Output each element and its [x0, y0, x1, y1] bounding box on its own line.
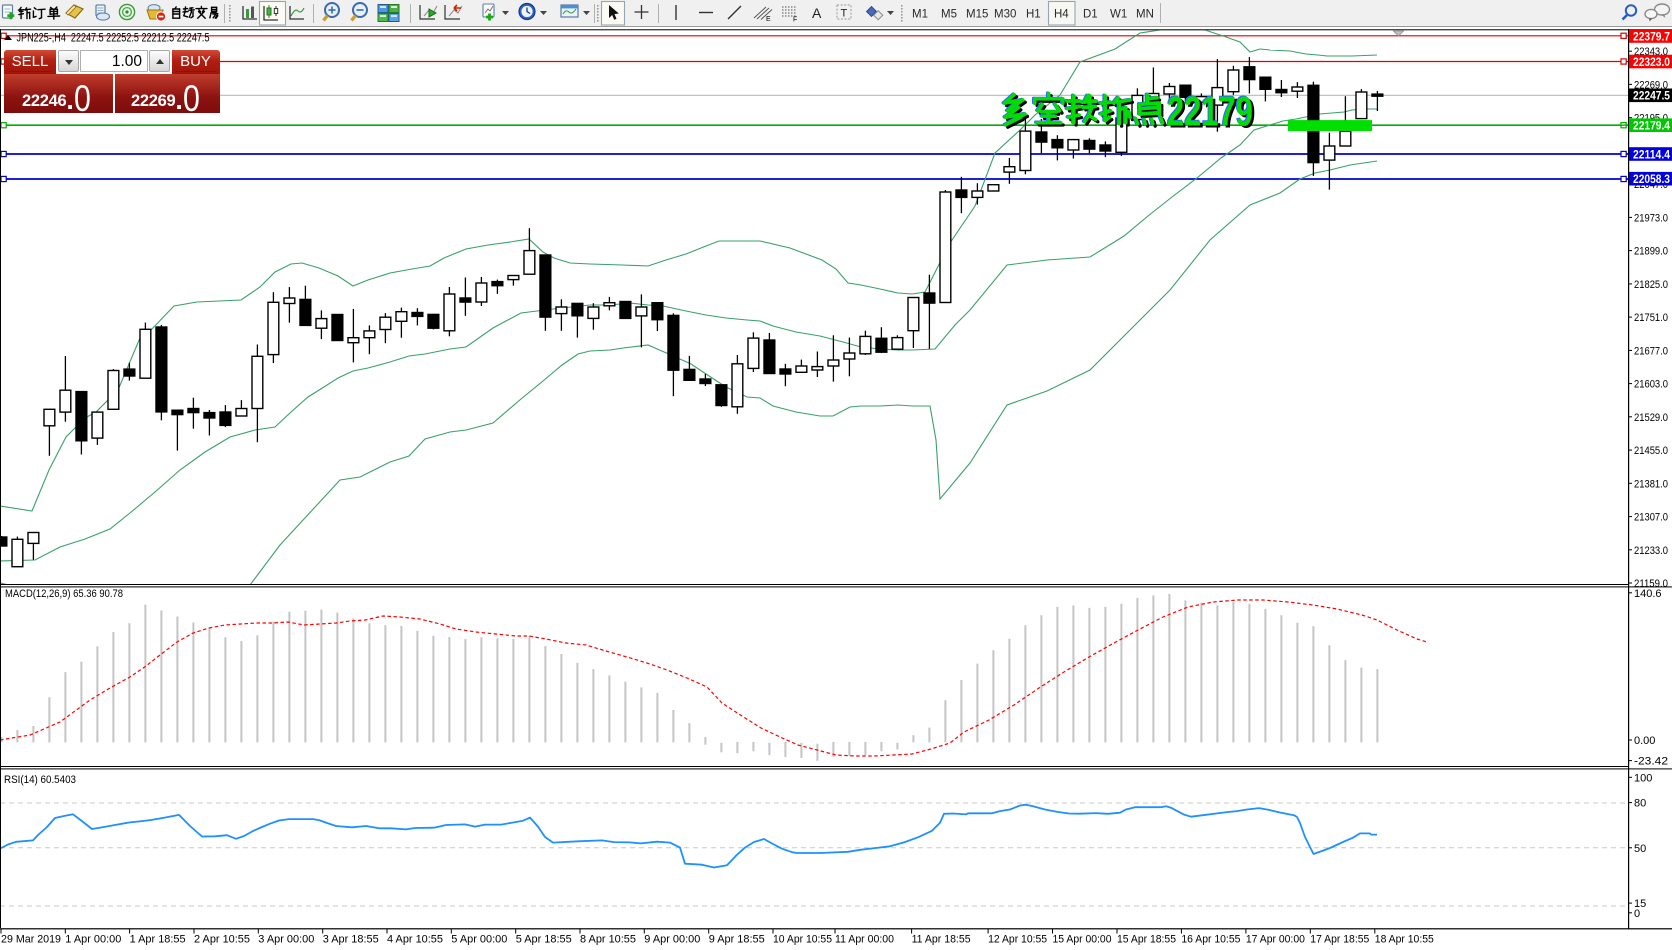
- svg-text:0: 0: [1634, 908, 1640, 920]
- svg-text:MACD(12,26,9) 65.36 90.78: MACD(12,26,9) 65.36 90.78: [5, 588, 123, 600]
- svg-text:22179.4: 22179.4: [1633, 121, 1671, 133]
- svg-text:MN: MN: [1136, 9, 1154, 21]
- svg-text:80: 80: [1634, 798, 1646, 810]
- svg-text:22058.3: 22058.3: [1633, 174, 1670, 186]
- svg-text:21603.0: 21603.0: [1634, 379, 1668, 391]
- svg-text:3 Apr 18:55: 3 Apr 18:55: [323, 934, 379, 946]
- svg-text:M1: M1: [912, 9, 928, 21]
- svg-text:22179: 22179: [1170, 91, 1256, 136]
- svg-text:E: E: [766, 16, 771, 23]
- svg-text:21529.0: 21529.0: [1634, 412, 1668, 424]
- svg-text:10 Apr 10:55: 10 Apr 10:55: [773, 934, 832, 946]
- svg-text:21825.0: 21825.0: [1634, 279, 1668, 291]
- svg-text:22379.7: 22379.7: [1633, 31, 1670, 43]
- svg-text:4 Apr 10:55: 4 Apr 10:55: [387, 934, 443, 946]
- svg-text:15 Apr 18:55: 15 Apr 18:55: [1117, 934, 1176, 946]
- svg-text:2 Apr 10:55: 2 Apr 10:55: [194, 934, 250, 946]
- svg-text:21307.0: 21307.0: [1634, 512, 1668, 524]
- svg-text:21677.0: 21677.0: [1634, 345, 1668, 357]
- svg-text:-23.42: -23.42: [1634, 756, 1668, 768]
- svg-text:0.00: 0.00: [1634, 735, 1655, 747]
- svg-text:21159.0: 21159.0: [1634, 578, 1668, 590]
- svg-text:1 Apr 18:55: 1 Apr 18:55: [130, 934, 186, 946]
- svg-text:W1: W1: [1110, 9, 1127, 21]
- svg-text:21455.0: 21455.0: [1634, 445, 1668, 457]
- svg-text:D1: D1: [1083, 9, 1098, 21]
- svg-text:A: A: [812, 5, 822, 21]
- svg-text:15: 15: [1634, 898, 1646, 910]
- svg-text:100: 100: [1634, 772, 1652, 784]
- svg-text:15 Apr 00:00: 15 Apr 00:00: [1053, 934, 1112, 946]
- svg-text:50: 50: [1634, 843, 1646, 855]
- svg-text:5 Apr 18:55: 5 Apr 18:55: [516, 934, 572, 946]
- svg-text:21751.0: 21751.0: [1634, 312, 1668, 324]
- svg-text:22114.4: 22114.4: [1633, 149, 1671, 161]
- svg-text:140.6: 140.6: [1634, 588, 1662, 600]
- svg-text:H4: H4: [1054, 9, 1069, 21]
- svg-text:9 Apr 00:00: 9 Apr 00:00: [644, 934, 700, 946]
- svg-text:17 Apr 00:00: 17 Apr 00:00: [1246, 934, 1305, 946]
- svg-text:3 Apr 00:00: 3 Apr 00:00: [258, 934, 314, 946]
- svg-text:M15: M15: [966, 9, 988, 21]
- svg-text:11 Apr 00:00: 11 Apr 00:00: [835, 934, 894, 946]
- svg-text:F: F: [793, 17, 797, 24]
- svg-text:18 Apr 10:55: 18 Apr 10:55: [1375, 934, 1434, 946]
- svg-text:5 Apr 00:00: 5 Apr 00:00: [451, 934, 507, 946]
- svg-text:21381.0: 21381.0: [1634, 478, 1668, 490]
- svg-text:21233.0: 21233.0: [1634, 545, 1668, 557]
- svg-text:22269.0: 22269.0: [1634, 79, 1668, 91]
- svg-text:17 Apr 18:55: 17 Apr 18:55: [1310, 934, 1369, 946]
- svg-text:16 Apr 10:55: 16 Apr 10:55: [1181, 934, 1240, 946]
- svg-text:22179: 22179: [1166, 91, 1252, 134]
- svg-text:11 Apr 18:55: 11 Apr 18:55: [912, 934, 971, 946]
- svg-text:22323.0: 22323.0: [1633, 57, 1670, 69]
- svg-text:22179: 22179: [1167, 91, 1253, 135]
- svg-text:T: T: [841, 8, 848, 20]
- svg-text:29 Mar 2019: 29 Mar 2019: [1, 934, 61, 946]
- svg-text:M30: M30: [994, 9, 1016, 21]
- svg-text:RSI(14) 60.5403: RSI(14) 60.5403: [4, 774, 76, 786]
- svg-text:JPN225-,H4 22247.5 22252.5 22: JPN225-,H4 22247.5 22252.5 22212.5 22247…: [17, 33, 210, 45]
- svg-text:8 Apr 10:55: 8 Apr 10:55: [580, 934, 636, 946]
- svg-text:22247.5: 22247.5: [1633, 91, 1671, 103]
- svg-text:M5: M5: [941, 9, 957, 21]
- svg-text:1 Apr 00:00: 1 Apr 00:00: [65, 934, 121, 946]
- svg-text:21973.0: 21973.0: [1634, 212, 1668, 224]
- svg-text:9 Apr 18:55: 9 Apr 18:55: [709, 934, 765, 946]
- svg-text:12 Apr 10:55: 12 Apr 10:55: [988, 934, 1047, 946]
- svg-text:21899.0: 21899.0: [1634, 246, 1668, 258]
- svg-text:H1: H1: [1026, 9, 1041, 21]
